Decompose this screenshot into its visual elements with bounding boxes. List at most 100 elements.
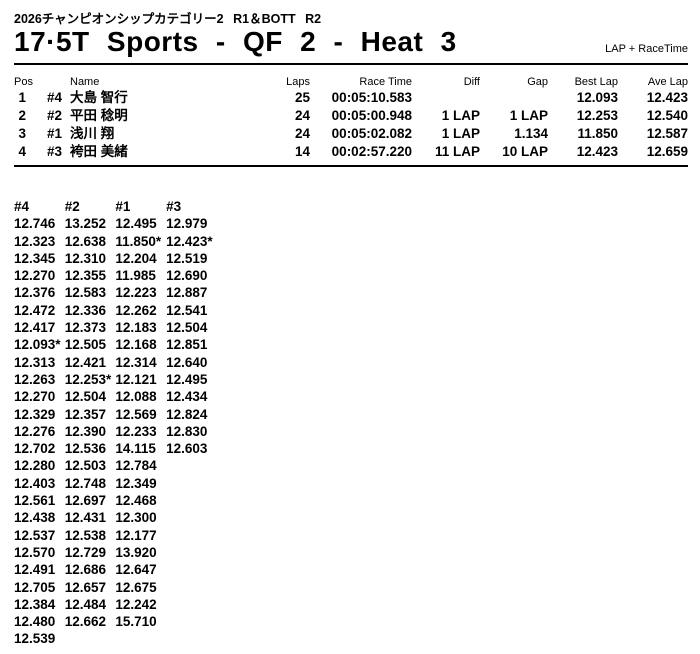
lap-time: 12.638 <box>64 233 106 249</box>
laps-cell: 24 <box>294 126 310 141</box>
driver-name-cell: 袴田 美緒 <box>70 144 128 159</box>
best-lap-cell: 12.423 <box>576 144 618 159</box>
event-title: 2026チャンピオンシップカテゴリー2 R1＆BOTT R2 <box>14 12 322 26</box>
ave-lap-cell: 12.540 <box>646 108 688 123</box>
lap-time: 12.223 <box>115 285 157 301</box>
lap-time: 12.570 <box>14 544 56 560</box>
col-gap: Gap <box>527 76 548 88</box>
lap-time <box>115 630 166 647</box>
lap-time: 12.310 <box>64 250 106 266</box>
lap-times-row: 12.705 12.657 12.675 <box>14 579 688 596</box>
lap-times-grid: #4 #2 #1 #3 12.746 13.252 12.495 12.979 12.323 12… <box>14 198 688 648</box>
lap-times-row: 12.280 12.503 12.784 <box>14 457 688 474</box>
lap-time <box>65 630 116 647</box>
lap-time <box>166 613 217 630</box>
lap-time: 12.662 <box>64 614 106 630</box>
lap-time <box>166 544 217 561</box>
lap-time: 12.431 <box>64 510 106 526</box>
lap-times-row: 12.480 12.662 15.710 <box>14 613 688 630</box>
lap-times-row: 12.323 12.638 11.850* 12.423* <box>14 233 688 250</box>
lap-time: 12.168 <box>115 337 157 353</box>
lap-times-row: 12.270 12.355 11.985 12.690 <box>14 267 688 284</box>
lap-time: 12.373 <box>64 320 106 336</box>
lap-time: 13.252 <box>64 216 106 232</box>
lap-times-row: 12.438 12.431 12.300 <box>14 509 688 526</box>
header-divider <box>14 63 688 65</box>
gap-cell: 1.134 <box>514 126 548 141</box>
pos-cell: 4 <box>18 144 26 159</box>
lap-time: 12.357 <box>64 406 106 422</box>
lap-time <box>166 596 217 613</box>
lap-time: 12.276 <box>14 423 56 439</box>
results-divider <box>14 165 688 167</box>
lap-time: 12.647 <box>115 562 157 578</box>
lap-time: 12.177 <box>115 527 157 543</box>
page-title: 17·5T Sports - QF 2 - Heat 3 <box>14 26 457 57</box>
lap-time: 12.504 <box>64 389 106 405</box>
lap-time: 12.183 <box>115 320 157 336</box>
lap-times-row: 12.537 12.538 12.177 <box>14 527 688 544</box>
lap-time: 12.262 <box>115 302 157 318</box>
lap-times-row: 12.376 12.583 12.223 12.887 <box>14 284 688 301</box>
lap-time: 11.985 <box>115 268 156 284</box>
lap-time: 12.784 <box>115 458 157 474</box>
race-time-cell: 00:02:57.220 <box>331 144 412 159</box>
lap-time <box>166 527 217 544</box>
lap-time: 12.390 <box>64 423 106 439</box>
lap-time: 12.233 <box>115 423 157 439</box>
lap-time <box>166 561 217 578</box>
lap-time: 12.242 <box>115 596 157 612</box>
result-row: 4 #3 袴田 美緒 14 00:02:57.220 11 LAP 10 LAP 12.423… <box>14 143 688 161</box>
best-lap-cell: 12.253 <box>576 108 618 123</box>
pos-cell: 1 <box>18 90 26 105</box>
gap-cell: 1 LAP <box>509 108 548 123</box>
col-pos: Pos <box>14 76 33 88</box>
lap-time: 12.403 <box>14 475 56 491</box>
lap-times-row: 12.403 12.748 12.349 <box>14 475 688 492</box>
race-time-cell: 00:05:00.948 <box>331 108 412 123</box>
ave-lap-cell: 12.587 <box>646 126 688 141</box>
timing-mode-label: LAP + RaceTime <box>605 43 688 55</box>
lap-time: 12.495 <box>115 216 157 232</box>
lap-time: 12.491 <box>14 562 56 578</box>
lap-time: 12.468 <box>115 493 157 509</box>
car-number-cell: #2 <box>47 108 63 123</box>
lap-time: 12.323 <box>14 233 56 249</box>
lap-time: 12.887 <box>166 285 208 301</box>
lap-time: 12.480 <box>14 614 56 630</box>
col-diff: Diff <box>463 76 480 88</box>
lap-time: 12.329 <box>14 406 56 422</box>
driver-name-cell: 浅川 翔 <box>70 126 115 141</box>
lap-time <box>166 630 217 647</box>
lap-time: 12.313 <box>14 354 56 370</box>
lap-times-row: 12.561 12.697 12.468 <box>14 492 688 509</box>
col-ave-lap: Ave Lap <box>647 76 688 88</box>
col-race-time: Race Time <box>359 76 412 88</box>
driver-name-cell: 平田 稔明 <box>70 108 128 123</box>
lap-time: 12.345 <box>14 250 56 266</box>
lap-grid-header-row: #4 #2 #1 #3 <box>14 198 688 215</box>
best-lap-cell: 12.093 <box>576 90 618 105</box>
lap-time <box>166 579 217 596</box>
lap-time: 12.538 <box>64 527 106 543</box>
lap-times-row: 12.472 12.336 12.262 12.541 <box>14 302 688 319</box>
lap-time: 12.561 <box>14 493 56 509</box>
diff-cell: 11 LAP <box>434 144 480 159</box>
results-table: Pos Name Laps Race Time Diff Gap Best La… <box>14 75 688 161</box>
lap-time: 12.336 <box>64 302 106 318</box>
lap-time: 12.824 <box>166 406 208 422</box>
lap-times-row: 12.270 12.504 12.088 12.434 <box>14 388 688 405</box>
lap-time: 12.495 <box>166 371 208 387</box>
lap-time: 12.729 <box>64 544 106 560</box>
gap-cell <box>480 89 548 107</box>
col-car <box>38 75 70 89</box>
lap-time: 12.851 <box>166 337 208 353</box>
lap-time: 14.115 <box>115 441 156 457</box>
lap-time: 12.423* <box>166 233 213 249</box>
lap-times-row: 12.345 12.310 12.204 12.519 <box>14 250 688 267</box>
pos-cell: 2 <box>18 108 26 123</box>
race-time-cell: 00:05:10.583 <box>331 90 412 105</box>
lap-time: 12.505 <box>64 337 106 353</box>
lap-time: 12.376 <box>14 285 56 301</box>
lap-time: 12.270 <box>14 389 56 405</box>
